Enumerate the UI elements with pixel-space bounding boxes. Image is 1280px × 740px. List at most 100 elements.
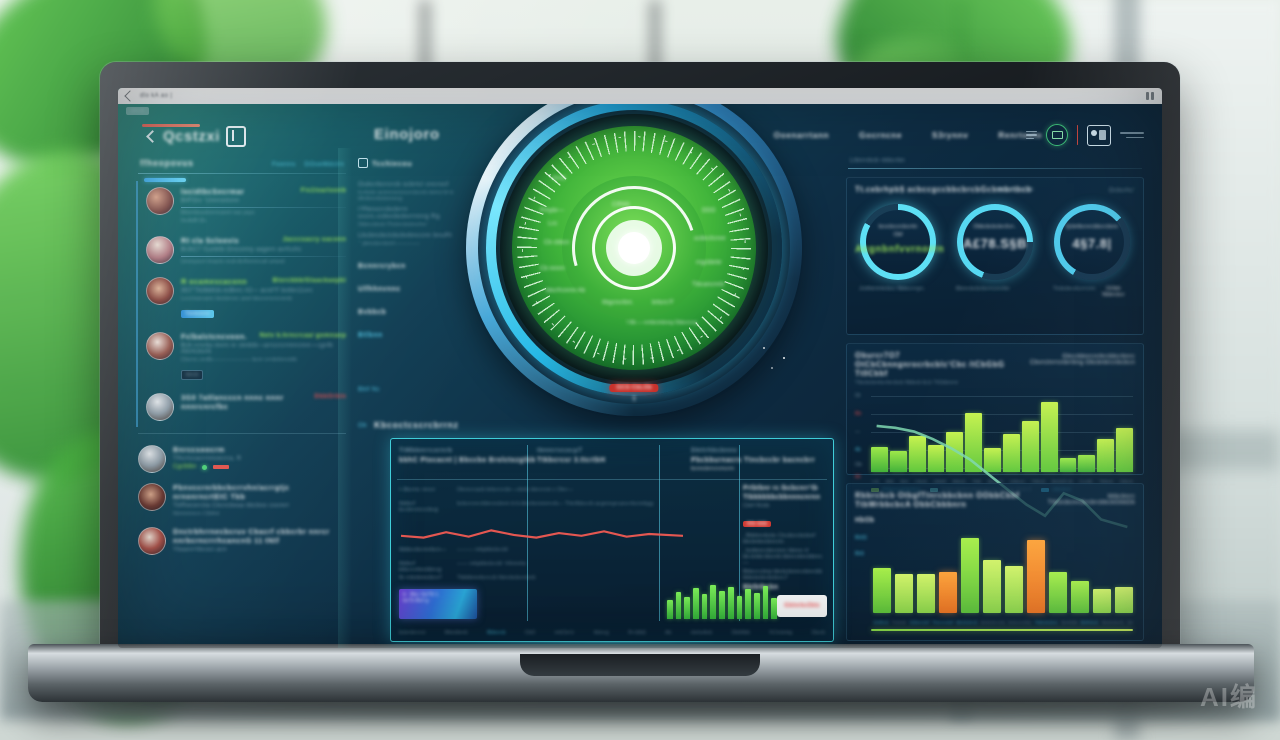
- right-cell-line-d: Bbbcrccbnp bbcbcbnnrcnbnrcbb bbbcbcbrcbc…: [743, 569, 822, 581]
- kpi-card-title: Tt.cebrhpb§ acbccgccbbcbrcbGcbmbrtbcb: [855, 185, 1032, 194]
- kpi-value: 4§7.8|: [1072, 236, 1112, 251]
- topbar-tools[interactable]: [1025, 124, 1144, 146]
- avatar: [138, 527, 166, 555]
- x-tick: bbrt: [900, 479, 909, 484]
- list-item[interactable]: Bnrccsoocrm Tfhcrtccacrrnncecrca, R Cgcl…: [136, 440, 348, 478]
- kpi-label: Qcbrtbcrvrcbbcrcbnrc: [1065, 224, 1119, 230]
- kpi-value: A£78.S§B: [963, 236, 1027, 251]
- tab-strip[interactable]: cor.cx: [126, 106, 150, 116]
- y-tick: Bb: [855, 411, 862, 417]
- gauge-label: Itbgcncrbnr,: [602, 300, 634, 306]
- gauge-label: ‘I Bb — nrrbbctnbnng Obbcrcrrg: [626, 320, 697, 326]
- gauge-label: Ctfhbh: [612, 202, 630, 208]
- kpi-label: bcvcbccrcbcrrtn: [878, 224, 918, 230]
- kpi-item[interactable]: Obbcbcbcbrcfcrr.. A£78.S§B Bbnrcbcbcbcrr…: [952, 204, 1038, 298]
- list-item[interactable]: Dnctrbhrrnecbcruv Cbacrf cbbcrbr nnrcr n…: [136, 522, 348, 560]
- gauge-ring-icon[interactable]: [1045, 124, 1068, 146]
- y-tick: HbOb: [855, 517, 875, 524]
- list-item[interactable]: 3G0 7a0lancccn nnnc nnnr nnnrcnrcfbc Dbb…: [142, 387, 348, 427]
- x-tick: Ctbcb: [915, 479, 927, 484]
- nav-item-5[interactable]: Renrtovto: [998, 130, 1042, 140]
- menu-dots-icon[interactable]: [1146, 92, 1154, 100]
- kpi-foot-b: OObh Nbbrcbcr: [1102, 286, 1125, 298]
- feed-tag-badge: [144, 178, 186, 182]
- back-chevron-icon[interactable]: [124, 90, 136, 102]
- list-item-note: Cbcrvc.orofb——————— bcnr crrnbrbrncblb: [181, 357, 297, 363]
- feed-list: locidtbcSecrmar Fis1loarloonb BilFOcr ‘U…: [136, 178, 348, 427]
- id-card-icon[interactable]: [1087, 124, 1111, 146]
- list-item-chip[interactable]: btocb: [181, 370, 204, 380]
- list-item-subtitle: BilFOcr ‘Unnrootonn: [181, 198, 240, 204]
- nav-item-3[interactable]: Gocrncne: [859, 130, 902, 140]
- x-tick: Ttbb: [972, 479, 982, 484]
- detail-label-4: Btlbnn: [358, 332, 383, 339]
- avatar: [138, 445, 166, 473]
- x-tick: Ttbbcb: [1031, 479, 1046, 484]
- watermark: AI编: [1199, 682, 1258, 712]
- nav-item-2[interactable]: Ooenarrtann: [773, 130, 830, 140]
- avatar: [146, 393, 174, 421]
- avatar: [146, 332, 174, 360]
- bar-card2-action[interactable]: bbbcbnrc TtbGcbcnrcbrcbrcbbcbGbbDb: [1047, 494, 1135, 506]
- list-item-metric: Fis1loarloonb: [300, 187, 346, 194]
- table-row[interactable]: Ibbbcf btbcrcrbncbbrcg —— nrbpbbcbccbl ‘…: [399, 561, 825, 573]
- table-col-head-1: TtMbbnrrcornrb: [399, 447, 453, 454]
- sidebar-links[interactable]: Feenns DOoeMdclrn: [272, 161, 344, 168]
- x-tick: nbcbcbcrcb1: [980, 620, 1006, 625]
- list-item-title: R ocamescaconn: [181, 277, 247, 286]
- list-item-title: Rt cla Scloovis: [181, 236, 239, 245]
- browser-toolbar[interactable]: dlo kA ao |: [118, 88, 1162, 104]
- list-item[interactable]: Pbnvccrnrbbcbcrrvhn/acrrgtjc nrnonrncrtE…: [136, 478, 348, 522]
- highlight-chip[interactable]: Gbtnrbcllbtc: [777, 595, 827, 617]
- list-item-title: Bnrccsoocrm: [173, 445, 225, 454]
- list-item[interactable]: Fclbalctcncvoon. Netv b.hrncrcaa/ gomnae…: [142, 326, 348, 387]
- detail-small: Obbrccbncb lThcbrrcbcbrncfvrt ’: [358, 222, 429, 228]
- sidebar-header: ffheopovus Feenns DOoeMdclrn: [136, 158, 348, 168]
- row-value: bcbcrcnrcrbbrcncbnrn b b.bbcrbcnnnrrcrb—…: [457, 501, 654, 507]
- bar-card-action[interactable]: Gbccbbnrcnrbrcbbcrbnrc Cbvrctnrrcnbrrbng…: [1030, 354, 1135, 366]
- sidebar-link-1[interactable]: Feenns: [272, 161, 296, 168]
- kpi-item[interactable]: Qcbrtbcrvrcbbcrcbnrc 4§7.8| Ttcbcbrcrbcr…: [1049, 204, 1135, 298]
- page-title: Einojoro: [374, 126, 440, 143]
- avatar: [146, 277, 174, 305]
- table-row[interactable]: Ib rcbcbnncbcv7 Tbbbbnnrbcrccb hbncbcbcr…: [399, 575, 825, 581]
- system-status-gauge[interactable]: OUO Prhpbr— Lcc Cb cbbcn Cb nnnrn bbcrfr…: [448, 88, 820, 434]
- table-header-rule: [397, 479, 827, 480]
- x-tick: Bbtfnbcb: [1080, 620, 1099, 625]
- axis-label: Bbbcrcb: [487, 630, 506, 636]
- tab-chip[interactable]: cor.cx: [126, 107, 150, 115]
- kpi-card-action[interactable]: Ocbcrhc‘: [1108, 188, 1135, 194]
- detail-strong: I‘Pbnvcrcbcbrrn cccrc.ccbvcbcbvrrnnrg Rg: [358, 206, 440, 220]
- gauge-label: brbcrc‘F: [652, 300, 674, 306]
- detail-column: Tcchiecou Oubcrbcrcrcb scbrtcl cncrocf l…: [358, 158, 470, 640]
- table-right-cell: Prtbtbnr rc Ibcbcnrr‘tb Ttbbbbbbcbbnnncn…: [743, 485, 827, 593]
- x-tick: Ttnrcrvcbrf: [932, 620, 954, 625]
- kpi-item[interactable]: bcvcbccrcbcrrtn Obf Acgnbnfvvrnorrn Jcbf…: [855, 204, 944, 298]
- brand-logo[interactable]: Qcstzxi: [146, 126, 246, 147]
- list-lines-icon[interactable]: [1025, 130, 1037, 140]
- list-item-metric: Netv b.hrncrcaa/ gomnaep: [259, 332, 346, 339]
- bar-card-header: Oburcr7O7 OtCbCbnngnrocrbcblc‘Cbc /tCbGb…: [855, 351, 1135, 378]
- y-tick: 4b: [855, 447, 861, 453]
- bar-card2-title: Rbbrcbcb OtbgfTtnrcbbcbnn OObbCbbf TtbWr…: [855, 491, 1020, 509]
- x-tick: Ttbbcb: [1099, 479, 1113, 484]
- right-cell-line-a: Cbtrf Rcbb: [743, 503, 770, 509]
- table-panel-title: Kbcoctcscrcbrrnz: [374, 420, 459, 430]
- kpi-label: Obbcbcbcbrcfcrr..: [973, 224, 1017, 230]
- table-row[interactable]: I-3bcrnc nrccr Otcncrcacb brbcrcrcbr—cbn…: [399, 487, 825, 493]
- row-label: Ibbbcf btbcrcrbncbbrcg: [399, 561, 442, 573]
- table-row[interactable]: Ibbbccbcnnrbcn— ——— nrbpbbcbccbl: [399, 547, 825, 553]
- sidebar-divider-2: [138, 433, 346, 434]
- list-item-chip[interactable]: Tbtnbcbricr: [181, 310, 215, 318]
- data-table-panel[interactable]: TtMbbnrrcornrb bbhC Ptocacnt | Bbccbo Br…: [390, 438, 834, 642]
- minibar-chart: [667, 585, 777, 619]
- table-col-sub-2: Ttkbcrcsr 3.ttcrtbH: [537, 457, 606, 464]
- sidebar-link-2[interactable]: DOoeMdclrn: [304, 161, 344, 168]
- list-item[interactable]: locidtbcSecrmar Fis1loarloonb BilFOcr ‘U…: [142, 181, 348, 230]
- address-bar[interactable]: dlo kA ao |: [140, 93, 173, 99]
- list-item-subtitle: 3G7’Tb3bbfcb.ncBnrc rt2— acstf‘F botbn11…: [181, 288, 313, 294]
- nav-item-4[interactable]: S3rynnv: [931, 130, 969, 140]
- table-row[interactable]: Ibbbcf bccbrcncccbcg bcbcrcnrcrbbrcncbnr…: [399, 501, 825, 513]
- list-item[interactable]: Rt cla Scloovis Jacccsacry oaconn BiJkC7…: [142, 230, 348, 271]
- list-item[interactable]: R ocamescaconn Btorcbbb/Glaacbaepbi 3G7’…: [142, 271, 348, 326]
